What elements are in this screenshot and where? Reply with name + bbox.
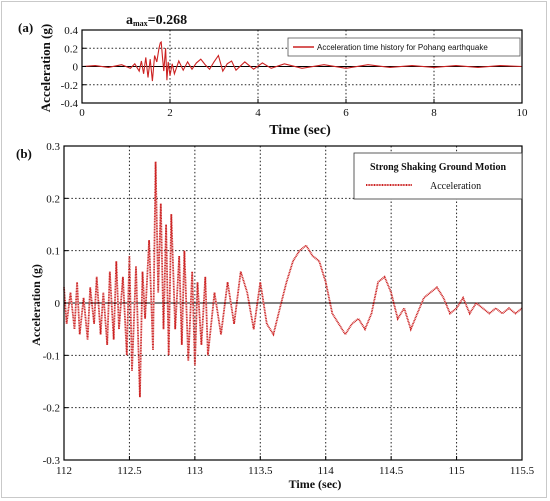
y-tick-label: 0 — [55, 298, 61, 310]
panel-b-legend-title: Strong Shaking Ground Motion — [370, 162, 507, 173]
panel-a-series-line — [81, 40, 523, 82]
y-tick-label: -0.1 — [43, 350, 60, 362]
panel-b-label: (b) — [16, 146, 32, 161]
panel-a-y-axis-label: Acceleration (g) — [38, 24, 53, 112]
x-tick-label: 10 — [517, 107, 529, 119]
y-tick-label: 0 — [73, 62, 79, 74]
x-tick-label: 114.5 — [379, 465, 404, 477]
panel-a-label: (a) — [18, 20, 33, 35]
amax-subscript: max — [133, 19, 148, 28]
x-tick-label: 112 — [56, 465, 72, 477]
panel-b-x-axis-label: Time (sec) — [289, 477, 342, 491]
x-tick-label: 113 — [187, 465, 204, 477]
y-tick-label: 0.1 — [46, 246, 60, 258]
y-tick-label: 0.2 — [46, 193, 60, 205]
amax-value: =0.268 — [148, 13, 187, 28]
y-tick-label: -0.4 — [61, 98, 79, 110]
panel-b-y-ticks: 0.3 0.2 0.1 0 -0.1 -0.2 -0.3 — [43, 141, 68, 467]
y-tick-label: 0.2 — [64, 43, 78, 55]
x-tick-label: 114 — [318, 465, 335, 477]
x-tick-label: 112.5 — [117, 465, 142, 477]
panel-b-y-axis-label: Acceleration (g) — [29, 264, 43, 346]
y-tick-label: -0.3 — [43, 455, 61, 467]
panel-a: (a) amax=0.268 0 2 4 6 8 10 0.4 0.2 0 -0.2 -0.4 A… — [18, 13, 528, 138]
panel-a-x-ticks: 0 2 4 6 8 10 — [79, 99, 528, 119]
x-tick-label: 113.5 — [248, 465, 273, 477]
panel-b-series-line — [63, 161, 523, 398]
panel-b: (b) 112 112.5 113 113.5 114 114.5 115 115.5 0.3… — [16, 141, 535, 491]
x-tick-label: 8 — [431, 107, 437, 119]
amax-symbol: a — [126, 13, 133, 28]
x-tick-label: 115.5 — [510, 465, 535, 477]
panel-a-legend-label: Acceleration time history for Pohang ear… — [317, 43, 488, 52]
panel-b-x-ticks: 112 112.5 113 113.5 114 114.5 115 115.5 — [56, 456, 535, 477]
x-tick-label: 6 — [343, 107, 349, 119]
x-tick-label: 2 — [167, 107, 173, 119]
panel-a-legend: Acceleration time history for Pohang ear… — [287, 37, 521, 57]
panel-a-x-axis-label: Time (sec) — [269, 123, 331, 138]
amax-annotation: amax=0.268 — [126, 13, 187, 28]
y-tick-label: -0.2 — [43, 403, 60, 415]
panel-b-legend-label: Acceleration — [430, 181, 481, 192]
panel-b-legend-box — [353, 152, 523, 200]
x-tick-label: 0 — [79, 107, 85, 119]
y-tick-label: 0.4 — [64, 25, 78, 37]
y-tick-label: 0.3 — [46, 141, 60, 153]
y-tick-label: -0.2 — [61, 80, 78, 92]
x-tick-label: 4 — [255, 107, 261, 119]
panel-a-legend-box — [287, 37, 521, 57]
panel-a-y-ticks: 0.4 0.2 0 -0.2 -0.4 — [61, 25, 86, 110]
panel-b-legend: Strong Shaking Ground Motion Acceleratio… — [353, 152, 523, 200]
x-tick-label: 115 — [449, 465, 466, 477]
